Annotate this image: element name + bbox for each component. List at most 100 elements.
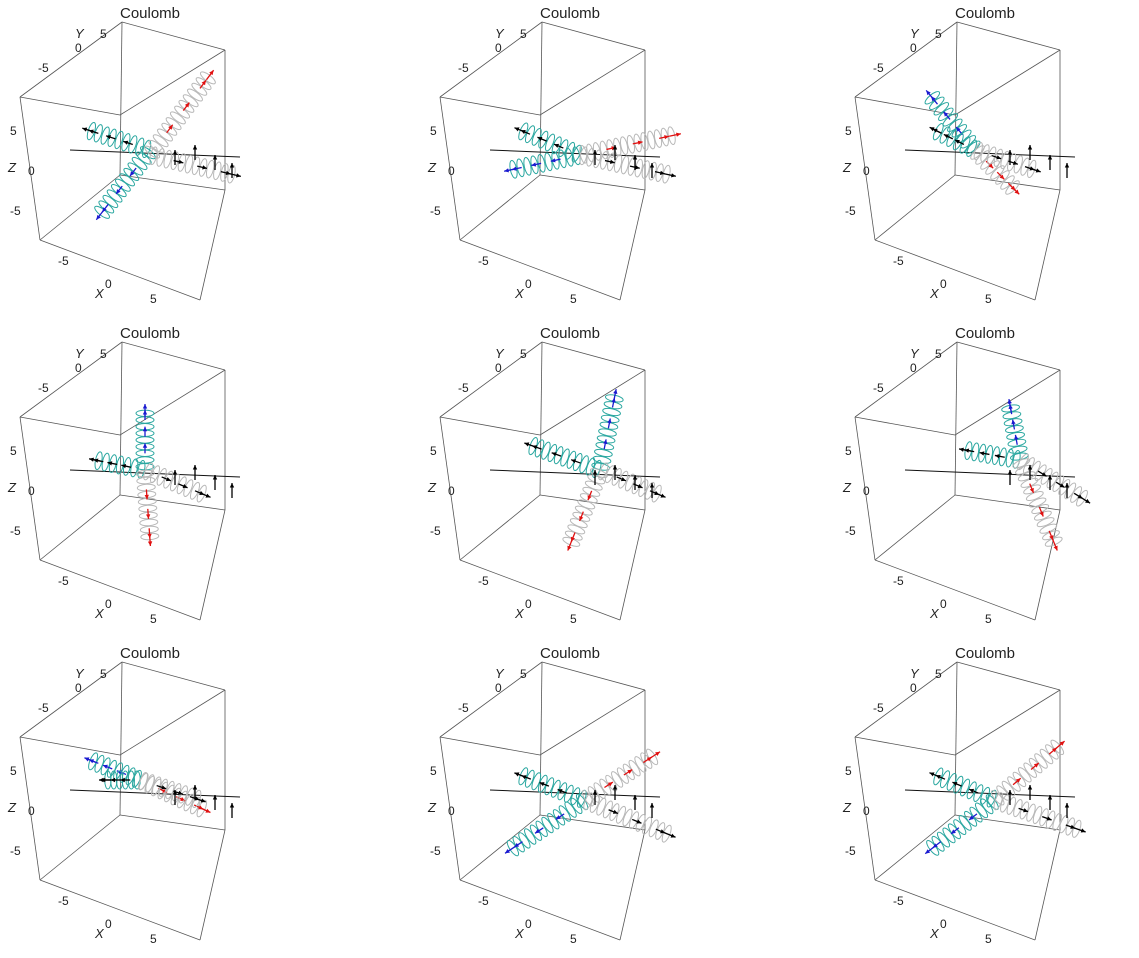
positive-charge-track-2-arrow xyxy=(991,154,1002,160)
positive-charge-track-2-tip-arrow xyxy=(1029,167,1041,173)
reference-line xyxy=(489,149,661,158)
z-axis-label: Z xyxy=(427,480,437,495)
field-arrow xyxy=(632,475,638,490)
positive-charge-track-2-loop xyxy=(138,772,148,791)
field-arrow xyxy=(649,803,655,818)
box-edge xyxy=(854,736,876,881)
box-edge xyxy=(874,559,1036,621)
box-edge xyxy=(119,369,226,436)
x-axis-label: X xyxy=(94,926,105,941)
field-arrow xyxy=(612,465,618,480)
box-edge xyxy=(119,49,226,116)
z-tick-label: 0 xyxy=(448,484,455,498)
box-edge xyxy=(19,736,121,756)
positive-charge-track-2-arrow xyxy=(197,165,208,170)
negative-charge-track-2-loop xyxy=(986,789,997,808)
negative-charge-track-tip-arrow xyxy=(924,845,936,855)
negative-charge-track-2-tip-arrow xyxy=(524,442,536,448)
negative-charge-track-2-tip-arrow xyxy=(929,126,941,134)
positive-charge-track-loop xyxy=(169,111,186,125)
negative-charge-track-arrow xyxy=(1014,434,1019,445)
x-tick-label: 5 xyxy=(150,932,157,946)
positive-charge-track-2-loop xyxy=(163,149,172,169)
positive-charge-track-tip-arrow xyxy=(668,132,682,137)
x-tick-label: 0 xyxy=(105,597,112,611)
negative-charge-track-arrow xyxy=(129,167,137,177)
negative-charge-track-2-loop xyxy=(959,778,971,797)
box-edge xyxy=(539,341,543,496)
x-tick-label: 0 xyxy=(940,917,947,931)
positive-charge-track-arrow xyxy=(1038,506,1044,517)
box-edge xyxy=(541,661,646,691)
negative-charge-track-2-arrow xyxy=(968,788,979,794)
negative-charge-track-2-arrow xyxy=(537,136,547,142)
negative-charge-track-2-arrow xyxy=(123,140,133,146)
field-arrow xyxy=(592,470,598,485)
positive-charge-track-2 xyxy=(583,792,676,843)
positive-charge-track-tip-arrow xyxy=(649,751,661,759)
y-tick-label: -5 xyxy=(38,701,49,715)
negative-charge-track-tip-arrow xyxy=(95,209,105,221)
positive-charge-track xyxy=(581,748,661,807)
x-tick-label: 0 xyxy=(525,277,532,291)
positive-charge-track-2-arrow xyxy=(655,828,666,834)
positive-charge-track-2-loop xyxy=(1017,453,1029,471)
y-tick-label: 0 xyxy=(495,681,502,695)
x-axis-label: X xyxy=(929,606,940,621)
positive-charge-track-2-loop xyxy=(205,159,215,179)
field-arrow xyxy=(1064,163,1070,178)
box-edge xyxy=(19,21,123,98)
positive-charge-track-2 xyxy=(1017,453,1091,507)
box-edge xyxy=(874,239,1036,301)
positive-charge-track-tip-arrow xyxy=(1054,740,1066,750)
negative-charge-track-2-arrow xyxy=(120,777,131,783)
box-edge xyxy=(954,174,1061,191)
z-tick-label: 0 xyxy=(863,804,870,818)
field-arrow xyxy=(1007,150,1013,165)
negative-charge-track xyxy=(503,146,581,179)
y-axis-label: Y xyxy=(495,346,505,361)
negative-charge-track xyxy=(94,146,156,221)
y-tick-label: -5 xyxy=(873,381,884,395)
negative-charge-track-loop xyxy=(598,428,617,437)
negative-charge-track-2-loop xyxy=(544,133,556,152)
negative-charge-track-tip-arrow xyxy=(503,168,517,173)
field-arrow xyxy=(229,483,235,498)
negative-charge-track-2-arrow xyxy=(553,143,564,149)
reference-line xyxy=(489,789,661,798)
x-tick-label: 5 xyxy=(985,932,992,946)
y-axis-label: Y xyxy=(75,346,85,361)
positive-charge-track-loop xyxy=(1017,767,1032,783)
positive-charge-track-2-loop xyxy=(169,473,181,492)
field-arrow xyxy=(1027,145,1033,160)
panel-title: Coulomb xyxy=(120,325,180,342)
positive-charge-track-2-arrow xyxy=(1037,470,1047,477)
negative-charge-track-arrow xyxy=(513,841,523,848)
positive-charge-track xyxy=(144,69,216,159)
box-edge xyxy=(119,341,123,496)
positive-charge-track-tip-arrow xyxy=(1010,185,1020,195)
y-tick-label: 0 xyxy=(910,361,917,375)
box-edge xyxy=(956,21,1061,51)
bounding-box xyxy=(854,661,1061,941)
box-edge xyxy=(1034,829,1061,941)
z-axis-label: Z xyxy=(7,160,17,175)
bounding-box xyxy=(439,21,646,301)
field-arrow xyxy=(229,163,235,178)
negative-charge-track-2 xyxy=(88,451,146,479)
box-edge xyxy=(121,341,226,371)
x-tick-label: 0 xyxy=(525,597,532,611)
box-edge xyxy=(121,661,226,691)
box-edge xyxy=(954,369,1061,436)
x-tick-label: -5 xyxy=(478,254,489,268)
z-axis-label: Z xyxy=(7,800,17,815)
negative-charge-track-2-arrow xyxy=(557,788,568,794)
z-tick-label: -5 xyxy=(845,524,856,538)
negative-charge-track-2-arrow xyxy=(952,781,962,787)
negative-charge-track-2-arrow xyxy=(121,464,132,469)
box-edge xyxy=(439,736,541,756)
positive-charge-track-2-loop xyxy=(579,146,588,166)
z-axis-label: Z xyxy=(842,800,852,815)
negative-charge-track-arrow xyxy=(142,443,148,454)
